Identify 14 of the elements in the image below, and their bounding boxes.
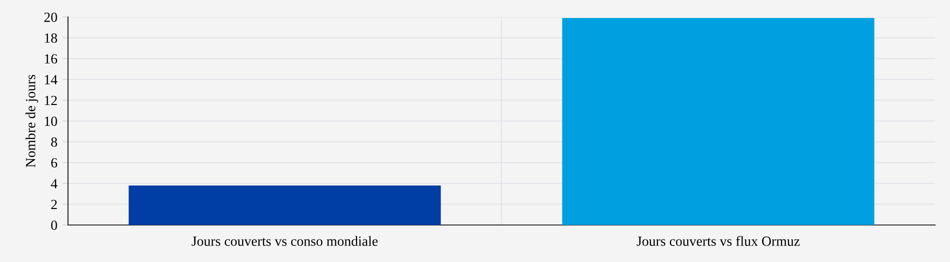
y-tick-label: 8 <box>51 137 58 147</box>
y-tick-label: 10 <box>44 116 58 126</box>
y-tick-label: 20 <box>44 12 58 22</box>
y-tick-label: 6 <box>51 158 58 168</box>
y-axis-title: Nombre de jours <box>26 74 38 168</box>
y-tick-label: 16 <box>44 54 58 64</box>
y-tick-label: 0 <box>51 220 58 230</box>
y-tick-label: 2 <box>51 200 57 210</box>
x-tick-label: Jours couverts vs conso mondiale <box>192 236 378 246</box>
x-tick-label: Jours couverts vs flux Ormuz <box>636 236 800 246</box>
y-tick-label: 14 <box>44 75 58 84</box>
y-tick-label: 18 <box>44 33 58 43</box>
y-tick-label: 12 <box>44 96 57 106</box>
y-tick-label: 4 <box>50 179 58 188</box>
